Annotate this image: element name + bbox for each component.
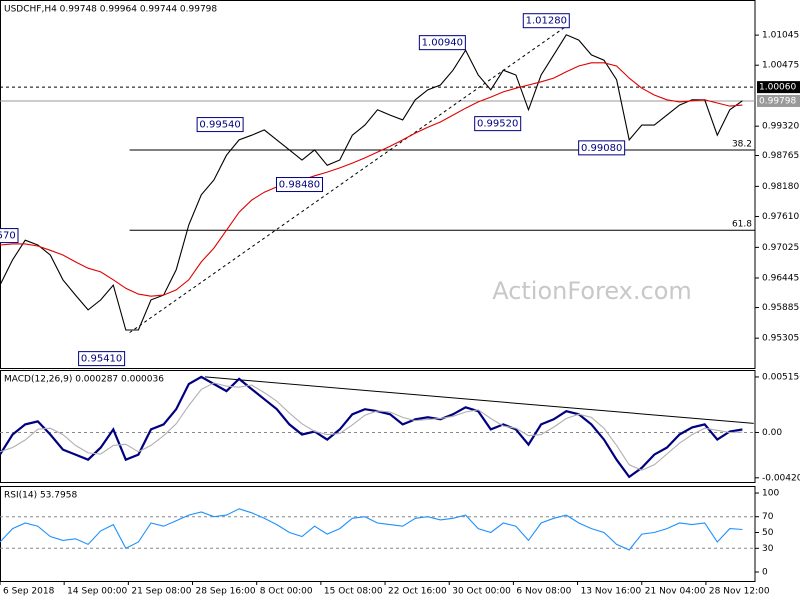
- annotation-label: 1.00940: [422, 38, 463, 49]
- annotation-box: [275, 177, 323, 193]
- x-tick-label: 21 Sep 08:00: [131, 587, 191, 597]
- y-tick-label: 0.005156: [762, 372, 800, 382]
- y-tick-label: 0.95885: [762, 303, 799, 313]
- panel-title: USDCHF,H4 0.99748 0.99964 0.99744 0.9979…: [4, 5, 217, 15]
- trendline: [205, 376, 754, 424]
- annotation-label: 0.99080: [581, 143, 622, 154]
- x-tick-label: 30 Oct 00:00: [452, 587, 511, 597]
- annotation-box: [578, 140, 626, 156]
- annotation-label: 0.99540: [199, 120, 240, 131]
- y-tick-label: 0: [762, 567, 768, 577]
- price-level-box: [757, 94, 800, 107]
- annotation-box: [418, 35, 466, 51]
- annotation-box: [474, 116, 522, 132]
- annotation-label: 0.97570: [0, 231, 16, 242]
- price-level-label: 0.99798: [759, 96, 796, 106]
- y-tick-label: 0.96445: [762, 273, 799, 283]
- panel-title: RSI(14) 53.7958: [4, 491, 77, 501]
- fib-label: 61.8: [732, 220, 752, 230]
- price-level-label: 1.00060: [759, 83, 796, 93]
- y-tick-label: 0.98765: [762, 151, 799, 161]
- y-tick-label: 1.00475: [762, 61, 799, 71]
- watermark: ActionForex.com: [492, 277, 692, 305]
- annotation-label: 0.95410: [81, 354, 122, 365]
- x-tick-label: 15 Oct 08:00: [324, 587, 383, 597]
- y-tick-label: 30: [762, 544, 774, 554]
- annotation-box: [78, 351, 126, 367]
- annotation-label: 1.01280: [526, 16, 567, 27]
- x-tick-label: 14 Sep 00:00: [67, 587, 127, 597]
- panel-frame: [0, 486, 756, 582]
- annotation-label: 0.99520: [477, 119, 518, 130]
- y-tick-label: -0.004209: [762, 473, 800, 483]
- y-tick-label: 0.00: [762, 428, 782, 438]
- y-tick-label: 0.99320: [762, 122, 799, 132]
- panel-frame: [0, 0, 756, 369]
- annotation-label: 0.98480: [279, 180, 320, 191]
- series-line: [0, 375, 743, 479]
- y-tick-label: 100: [762, 489, 779, 499]
- annotation-box: [522, 13, 570, 29]
- x-tick-label: 21 Nov 04:00: [645, 587, 706, 597]
- x-tick-label: 6 Nov 08:00: [516, 587, 571, 597]
- panel-title: MACD(12,26,9) 0.000287 0.000036: [4, 375, 164, 385]
- y-tick-label: 0.98180: [762, 182, 799, 192]
- series-line: [0, 508, 743, 551]
- panel-frame: [0, 370, 756, 483]
- annotation-box: [196, 117, 244, 133]
- x-tick-label: 28 Sep 16:00: [196, 587, 256, 597]
- x-tick-label: 28 Nov 12:00: [709, 587, 770, 597]
- x-tick-label: 13 Nov 16:00: [581, 587, 642, 597]
- y-tick-label: 0.97025: [762, 243, 799, 253]
- x-tick-label: 6 Sep 2018: [3, 587, 55, 597]
- y-tick-label: 0.97610: [762, 212, 799, 222]
- price-level-box: [757, 81, 800, 94]
- y-tick-label: 70: [762, 512, 774, 522]
- y-tick-label: 50: [762, 528, 774, 538]
- fib-label: 38.2: [732, 139, 752, 149]
- y-tick-label: 0.95305: [762, 334, 799, 344]
- annotation-box: [0, 228, 19, 244]
- series-line: [0, 382, 743, 471]
- series-line: [0, 34, 743, 331]
- x-tick-label: 22 Oct 16:00: [388, 587, 447, 597]
- y-tick-label: 1.01045: [762, 31, 799, 41]
- series-line: [0, 62, 743, 297]
- x-tick-label: 8 Oct 00:00: [260, 587, 313, 597]
